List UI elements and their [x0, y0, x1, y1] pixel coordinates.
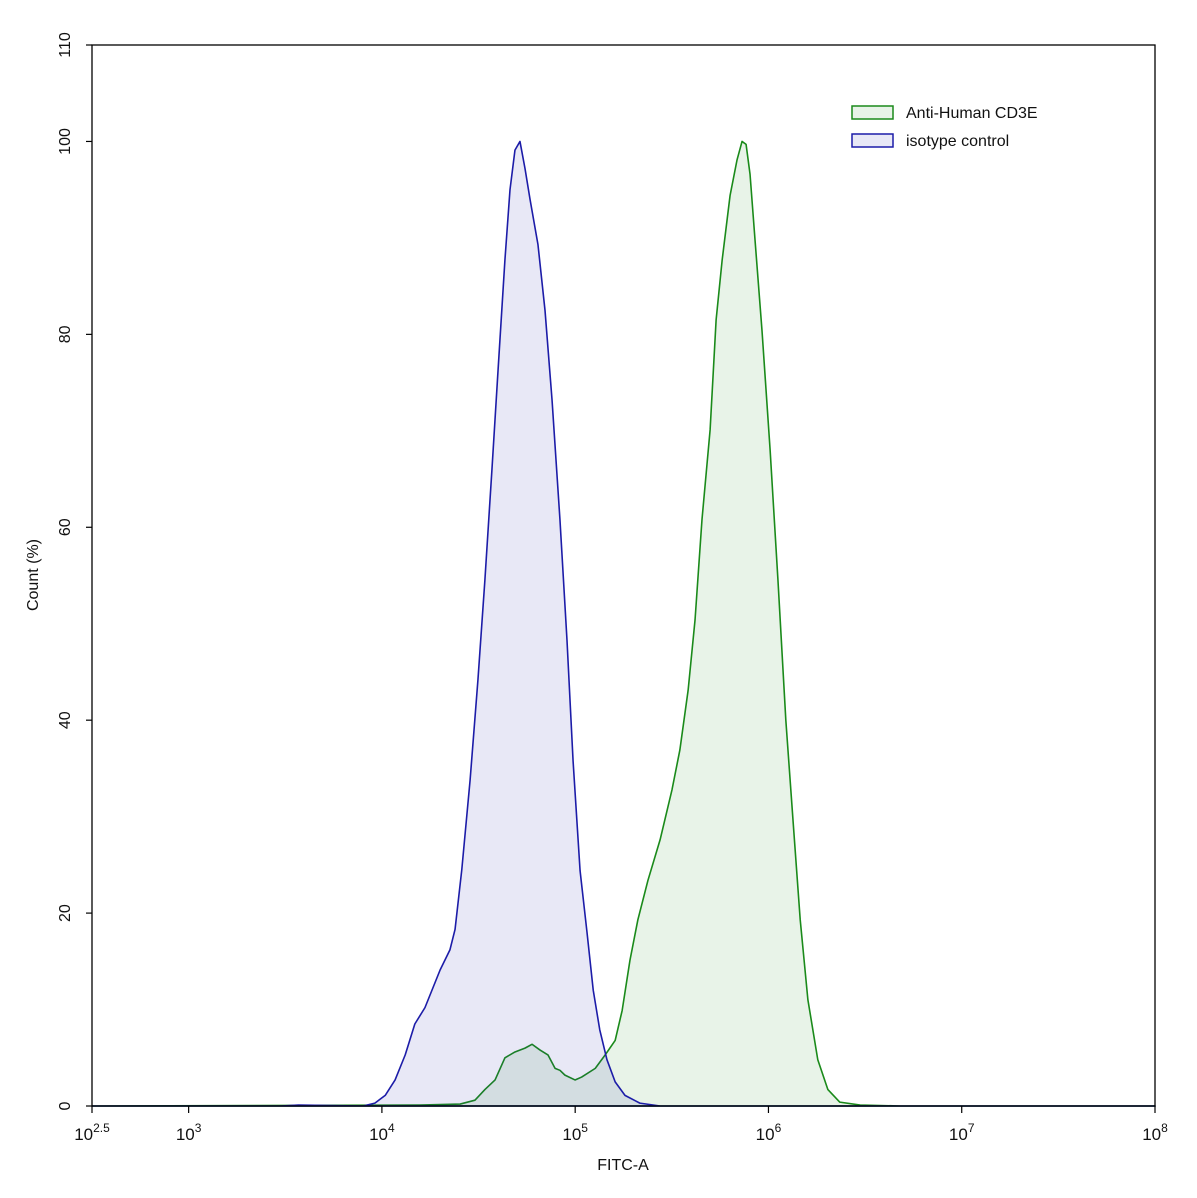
x-tick-label: 102.5	[74, 1121, 110, 1144]
x-tick-label: 104	[369, 1121, 395, 1144]
legend-label: isotype control	[906, 133, 1009, 150]
histogram-area	[91, 140, 1156, 1107]
plot-frame	[91, 44, 1156, 1107]
x-tick-label: 105	[562, 1121, 588, 1144]
y-tick-label: 0	[57, 1101, 74, 1110]
y-tick-label: 100	[57, 128, 74, 155]
legend-swatch	[851, 105, 894, 120]
x-tick-label: 108	[1142, 1121, 1168, 1144]
y-axis-label: Count (%)	[25, 539, 42, 611]
x-tick-label: 103	[176, 1121, 202, 1144]
x-tick-label: 107	[949, 1121, 975, 1144]
histogram-area	[91, 140, 1156, 1107]
y-tick-label: 20	[57, 904, 74, 922]
legend-swatch	[851, 133, 894, 148]
y-tick-label: 60	[57, 518, 74, 536]
x-axis-label: FITC-A	[597, 1157, 649, 1174]
y-tick-label: 110	[57, 32, 74, 58]
y-tick-label: 40	[57, 711, 74, 729]
legend-label: Anti-Human CD3E	[906, 105, 1038, 122]
x-tick-label: 106	[756, 1121, 782, 1144]
y-tick-label: 80	[57, 325, 74, 343]
